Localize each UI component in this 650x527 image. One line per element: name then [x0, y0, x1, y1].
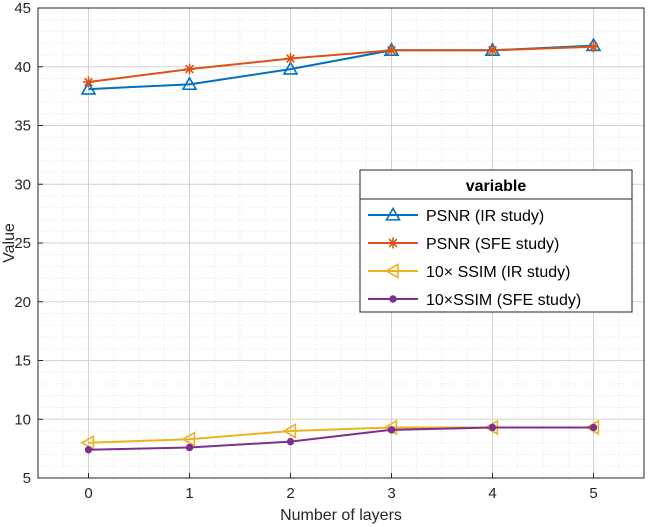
legend-item: PSNR (SFE study)	[368, 236, 559, 253]
series-2	[83, 41, 599, 88]
series-2-point	[285, 53, 296, 65]
series-4-point	[488, 423, 497, 432]
legend-item: 10×SSIM (SFE study)	[368, 292, 581, 309]
x-tick-label: 1	[185, 485, 193, 502]
series-layer	[80, 37, 602, 454]
y-tick-label: 45	[14, 0, 31, 17]
series-4-point	[185, 443, 194, 452]
y-tick-label: 5	[23, 470, 31, 487]
x-tick-label: 5	[589, 485, 597, 502]
legend-box	[359, 169, 633, 313]
series-4-point	[387, 426, 396, 434]
y-tick-label: 15	[14, 353, 31, 370]
x-tick-label: 4	[488, 485, 496, 502]
x-axis-title: Number of layers	[280, 507, 402, 524]
x-tick-label: 0	[84, 485, 92, 502]
legend-marker	[384, 263, 399, 279]
legend-label: 10× SSIM (IR study)	[426, 264, 571, 281]
legend-item: 10× SSIM (IR study)	[368, 263, 571, 281]
x-tick-label: 2	[286, 485, 294, 502]
legend-items: PSNR (IR study) PSNR (SFE study) 10× SSIM …	[368, 206, 581, 309]
legend-marker	[389, 295, 397, 303]
x-tick-label: 3	[387, 485, 395, 502]
series-4-point	[286, 437, 295, 446]
series-2-point	[588, 41, 599, 53]
legend-item: PSNR (IR study)	[368, 206, 544, 225]
y-axis-title: Value	[1, 223, 18, 263]
series-3-point	[80, 434, 95, 451]
y-tick-label: 35	[14, 118, 31, 135]
legend: variable PSNR (IR study) PSNR (SFE study)…	[359, 169, 633, 313]
legend-marker	[385, 206, 401, 221]
series-2-point	[386, 44, 397, 56]
legend-marker	[387, 237, 399, 249]
series-1-point	[80, 80, 97, 95]
series-4-point	[84, 446, 93, 454]
series-2-point	[83, 76, 94, 88]
legend-label: PSNR (IR study)	[426, 208, 544, 225]
series-4	[84, 423, 598, 454]
series-3-point	[181, 431, 196, 448]
y-tick-label: 40	[14, 59, 31, 76]
series-1-point	[282, 60, 299, 75]
legend-title: variable	[466, 178, 527, 195]
y-tick-label: 10	[14, 411, 31, 428]
series-4-point	[589, 423, 598, 432]
y-tick-label: 20	[14, 294, 31, 311]
legend-label: 10×SSIM (SFE study)	[426, 292, 581, 309]
series-2-point	[184, 63, 195, 75]
series-4-line	[88, 426, 594, 451]
series-2-line	[88, 45, 594, 84]
series-3-point	[282, 423, 297, 439]
y-tick-label: 25	[14, 235, 31, 252]
series-1-point	[181, 76, 198, 91]
y-tick-label: 30	[14, 176, 31, 193]
series-2-point	[487, 44, 498, 56]
legend-label: PSNR (SFE study)	[426, 236, 559, 253]
